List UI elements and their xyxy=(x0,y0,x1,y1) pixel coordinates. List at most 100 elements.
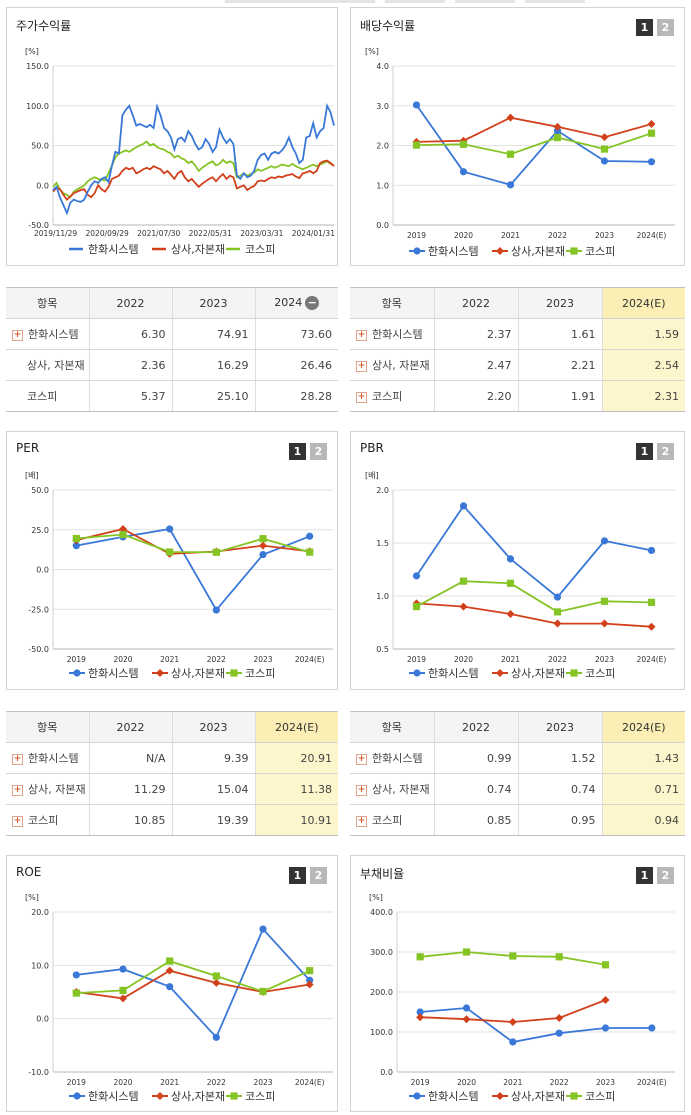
data-point xyxy=(459,577,468,585)
view-1-button[interactable]: 1 xyxy=(636,443,653,460)
data-point xyxy=(212,548,220,556)
view-2-button[interactable]: 2 xyxy=(310,867,327,884)
data-point xyxy=(647,622,656,631)
data-point xyxy=(259,925,267,933)
legend-label: 한화시스템 xyxy=(428,667,479,680)
data-point xyxy=(306,967,314,975)
x-tick-label: 2019 xyxy=(407,655,426,664)
x-tick-label: 2021 xyxy=(160,655,179,664)
col-header-2024: 2024− xyxy=(254,287,338,319)
legend-label: 상사,자본재 xyxy=(171,667,225,680)
x-tick-label: 2021 xyxy=(501,655,520,664)
data-point xyxy=(416,1013,425,1022)
legend: 한화시스템 상사,자본재 코스피 xyxy=(69,243,275,256)
x-tick-label: 2020 xyxy=(113,655,132,664)
x-tick-label: 2019 xyxy=(407,231,426,240)
y-tick-label: 0.5 xyxy=(376,645,389,654)
table-row: + 한화시스템 6.30 74.91 73.60 xyxy=(6,318,338,350)
view-1-button[interactable]: 1 xyxy=(636,19,653,36)
panel-stock-return: 주가수익률 [%] 150.0 100.0 50.0 0.0 -50.0 2019/11/2… xyxy=(6,7,338,266)
table-pbr: 항목 2022 2023 2024(E) + 한화시스템 0.99 1.52 1.… xyxy=(350,711,685,836)
x-tick-label: 2024(E) xyxy=(637,655,667,664)
view-1-button[interactable]: 1 xyxy=(636,867,653,884)
data-point xyxy=(555,1014,564,1022)
data-point xyxy=(647,129,656,137)
table-row: + 상사, 자본재 0.74 0.74 0.71 xyxy=(350,773,685,805)
expand-plus-icon[interactable]: + xyxy=(356,360,367,372)
series-line xyxy=(52,140,335,199)
y-tick-label: 1.0 xyxy=(376,181,389,190)
data-point xyxy=(600,537,609,545)
table-row: + 코스피 2.20 1.91 2.31 xyxy=(350,380,685,412)
col-header-2024e: 2024(E) xyxy=(601,711,685,743)
col-header-item: 항목 xyxy=(350,287,434,319)
view-1-button[interactable]: 1 xyxy=(289,443,306,460)
expand-plus-icon[interactable]: + xyxy=(356,784,367,796)
x-tick-label: 2022 xyxy=(548,655,567,664)
series-line xyxy=(52,159,335,201)
y-tick-label: 4.0 xyxy=(376,62,389,71)
expand-plus-icon[interactable]: + xyxy=(12,329,23,341)
data-point xyxy=(119,530,127,539)
y-tick-label: 300.0 xyxy=(370,948,393,957)
x-tick-label: 2024(E) xyxy=(637,1078,667,1087)
legend-label: 코스피 xyxy=(585,245,615,258)
data-point xyxy=(555,1029,563,1037)
data-point xyxy=(555,953,563,961)
data-point xyxy=(259,535,267,543)
y-tick-label: -50.0 xyxy=(28,221,49,230)
expand-plus-icon[interactable]: + xyxy=(12,753,23,765)
col-header-2023: 2023 xyxy=(171,711,255,743)
col-header-2023: 2023 xyxy=(517,287,602,319)
x-tick-label: 2022 xyxy=(207,655,226,664)
data-point xyxy=(553,133,562,142)
x-tick-label: 2021 xyxy=(160,1078,179,1087)
col-header-2023: 2023 xyxy=(517,711,602,743)
legend-label: 코스피 xyxy=(245,243,275,256)
data-point xyxy=(462,948,471,956)
data-point xyxy=(553,122,562,131)
data-point xyxy=(412,572,421,580)
panel-title: PER xyxy=(16,441,40,455)
table-stock-return: 항목 2022 2023 2024− + 한화시스템 6.30 74.91 73.… xyxy=(6,287,338,412)
y-tick-label: 100.0 xyxy=(370,1028,393,1037)
unit-label: [배] xyxy=(25,471,39,480)
view-1-button[interactable]: 1 xyxy=(289,867,306,884)
data-point xyxy=(72,971,80,979)
per-chart: [배] 50.0 25.0 0.0 -25.0 -50.0 2019 2020 2021 2022… xyxy=(25,471,333,680)
series-line xyxy=(76,969,310,1000)
data-point xyxy=(462,1004,471,1012)
expand-plus-icon[interactable]: + xyxy=(12,784,23,796)
panel-title: 주가수익률 xyxy=(16,19,72,33)
expand-plus-icon[interactable]: + xyxy=(12,815,23,827)
data-point xyxy=(506,150,515,158)
view-2-button[interactable]: 2 xyxy=(657,443,674,460)
col-header-item: 항목 xyxy=(350,711,434,743)
data-point xyxy=(506,113,515,122)
expand-plus-icon[interactable]: + xyxy=(356,391,367,403)
view-2-button[interactable]: 2 xyxy=(657,19,674,36)
collapse-minus-icon[interactable]: − xyxy=(305,296,320,310)
data-point xyxy=(166,548,174,556)
y-tick-label: 0.0 xyxy=(36,1015,49,1024)
table-row: + 한화시스템 N/A 9.39 20.91 xyxy=(6,742,338,774)
expand-plus-icon[interactable]: + xyxy=(356,329,367,341)
col-header-2022: 2022 xyxy=(88,711,172,743)
legend: 한화시스템 상사,자본재 코스피 xyxy=(409,245,615,258)
x-tick-label: 2019 xyxy=(411,1078,430,1087)
col-header-2024e: 2024(E) xyxy=(601,287,685,319)
x-tick-label: 2024(E) xyxy=(637,231,667,240)
unit-label: [배] xyxy=(365,471,379,480)
y-tick-label: 3.0 xyxy=(376,102,389,111)
data-point xyxy=(305,980,314,989)
expand-plus-icon[interactable]: + xyxy=(356,815,367,827)
legend-label: 코스피 xyxy=(245,667,275,680)
y-tick-label: 100.0 xyxy=(26,102,49,111)
view-2-button[interactable]: 2 xyxy=(657,867,674,884)
legend-label: 상사,자본재 xyxy=(511,245,565,258)
data-point xyxy=(306,976,314,984)
y-tick-label: 1.0 xyxy=(376,592,389,601)
y-tick-label: 0.0 xyxy=(376,221,389,230)
expand-plus-icon[interactable]: + xyxy=(356,753,367,765)
view-2-button[interactable]: 2 xyxy=(310,443,327,460)
